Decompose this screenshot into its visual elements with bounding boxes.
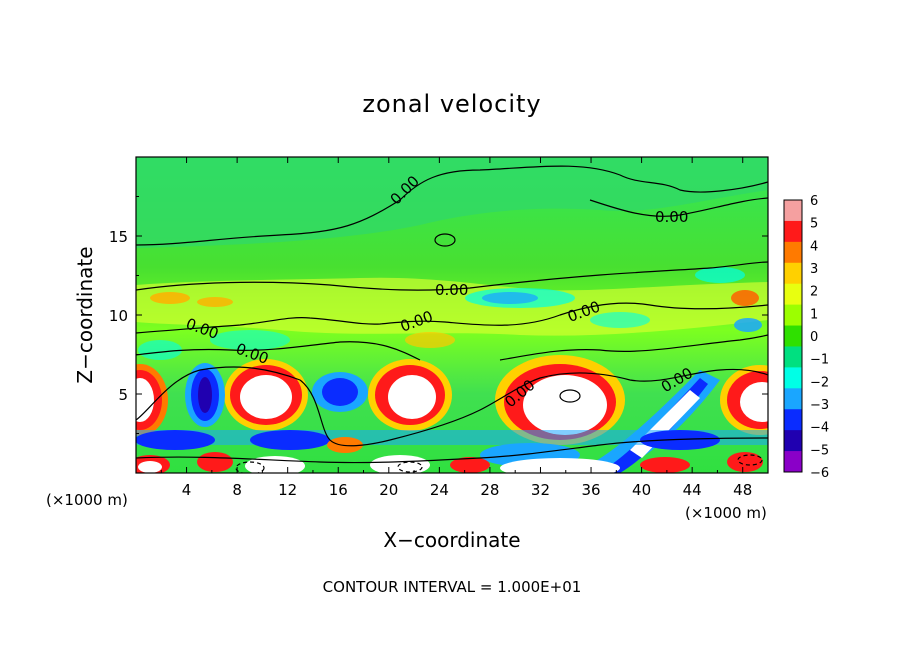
- x-axis-ticks: 4 8 12 16 20 24 28 32 36 40 44 48: [160, 157, 752, 499]
- colorbar-swatch: [784, 451, 802, 473]
- colorbar-tick-label: −6: [810, 466, 829, 481]
- colorbar-swatch: [784, 220, 802, 243]
- colorbar-tick-label: 5: [810, 217, 818, 232]
- blue-patch: [482, 292, 538, 304]
- x-tick-label: 24: [430, 481, 449, 499]
- orange-blob: [405, 332, 455, 348]
- contour-loop: [235, 461, 265, 473]
- colorbar-tick-label: 4: [810, 239, 818, 254]
- x-axis-unit-right: (×1000 m): [685, 504, 767, 522]
- bottom-cells: [136, 430, 763, 473]
- y-tick-label: 10: [109, 307, 128, 325]
- cyan-patch: [590, 312, 650, 328]
- colorbar-tick-label: 1: [810, 307, 818, 322]
- y-axis-label: Z−coordinate: [73, 246, 97, 383]
- x-tick-label: 44: [683, 481, 702, 499]
- x-tick-label: 40: [632, 481, 651, 499]
- plot-area: [136, 157, 768, 473]
- colorbar-swatch: [784, 325, 802, 347]
- colorbar-swatch: [784, 367, 802, 389]
- contour-loop: [559, 389, 581, 403]
- contour-label: 0.00: [435, 281, 468, 299]
- colorbar-tick-label: −5: [810, 443, 829, 458]
- colorbar-swatch: [784, 346, 802, 368]
- orange-blob: [150, 292, 190, 304]
- contour-label: 0.00: [655, 208, 688, 226]
- lower-cell-32km: [495, 355, 625, 445]
- lower-cell-east: [720, 365, 768, 435]
- x-axis-unit-left: (×1000 m): [46, 491, 128, 509]
- y-axis-ticks: 5 10 15: [109, 196, 768, 434]
- contour-line: [136, 437, 768, 464]
- colorbar-tick-label: −3: [810, 398, 829, 413]
- colorbar-tick-label: 3: [810, 262, 818, 277]
- contour-loop: [434, 233, 456, 247]
- colorbar-swatch: [784, 262, 802, 285]
- contour-loop: [737, 454, 763, 466]
- colorbar-tick-label: −1: [810, 353, 829, 368]
- y-tick-label: 5: [118, 386, 128, 404]
- x-tick-label: 48: [733, 481, 752, 499]
- cyan-patch: [210, 330, 290, 350]
- contour-line: [136, 302, 768, 334]
- contour-interval-note: CONTOUR INTERVAL = 1.000E+01: [323, 578, 582, 596]
- colorbar-tick-label: −4: [810, 421, 829, 436]
- contour-line: [589, 197, 768, 217]
- x-tick-label: 36: [581, 481, 600, 499]
- colorbar-frame: [783, 199, 803, 473]
- colorbar-swatch: [784, 241, 802, 264]
- colorbar-swatch: [784, 304, 802, 327]
- x-tick-label: 16: [329, 481, 348, 499]
- colorbar-swatch: [784, 388, 802, 410]
- x-tick-label: 20: [379, 481, 398, 499]
- x-tick-label: 4: [182, 481, 192, 499]
- x-tick-label: 12: [278, 481, 297, 499]
- x-tick-label: 32: [531, 481, 550, 499]
- contour-lines: [136, 165, 768, 473]
- x-tick-label: 28: [480, 481, 499, 499]
- contour-line: [499, 334, 768, 361]
- colorbar-tick-label: −2: [810, 375, 829, 390]
- contour-loop: [397, 461, 423, 473]
- x-tick-label: 8: [232, 481, 242, 499]
- colorbar-swatch: [784, 409, 802, 431]
- contour-line: [136, 261, 768, 291]
- lower-cell-20km: [368, 359, 452, 431]
- blue-cell-5km: [185, 363, 225, 427]
- orange-blob: [197, 297, 233, 307]
- colorbar-tick-label: 0: [810, 330, 818, 345]
- blue-patch: [734, 318, 762, 332]
- colorbar-tick-label: 2: [810, 285, 818, 300]
- x-axis-label: X−coordinate: [383, 528, 520, 552]
- blue-cell-14km: [312, 372, 368, 412]
- contour-line: [136, 366, 768, 447]
- cyan-patch: [138, 340, 182, 360]
- y-tick-label: 15: [109, 228, 128, 246]
- colorbar-swatch: [784, 430, 802, 452]
- colorbar-tick-label: 6: [810, 194, 818, 209]
- colorbar-swatch: [784, 283, 802, 306]
- colorbar: 6 5 4 3 2 1 0 −1 −2 −3 −4 −5 −6: [783, 194, 829, 481]
- contour-line: [136, 341, 421, 361]
- chart-title: zonal velocity: [362, 90, 541, 118]
- cyan-patch: [695, 267, 745, 283]
- upper-greenish-region: [136, 157, 768, 248]
- orange-blob: [731, 290, 759, 306]
- contour-line: [136, 165, 768, 246]
- colorbar-swatch: [784, 200, 802, 222]
- lower-cell-8km: [224, 359, 308, 431]
